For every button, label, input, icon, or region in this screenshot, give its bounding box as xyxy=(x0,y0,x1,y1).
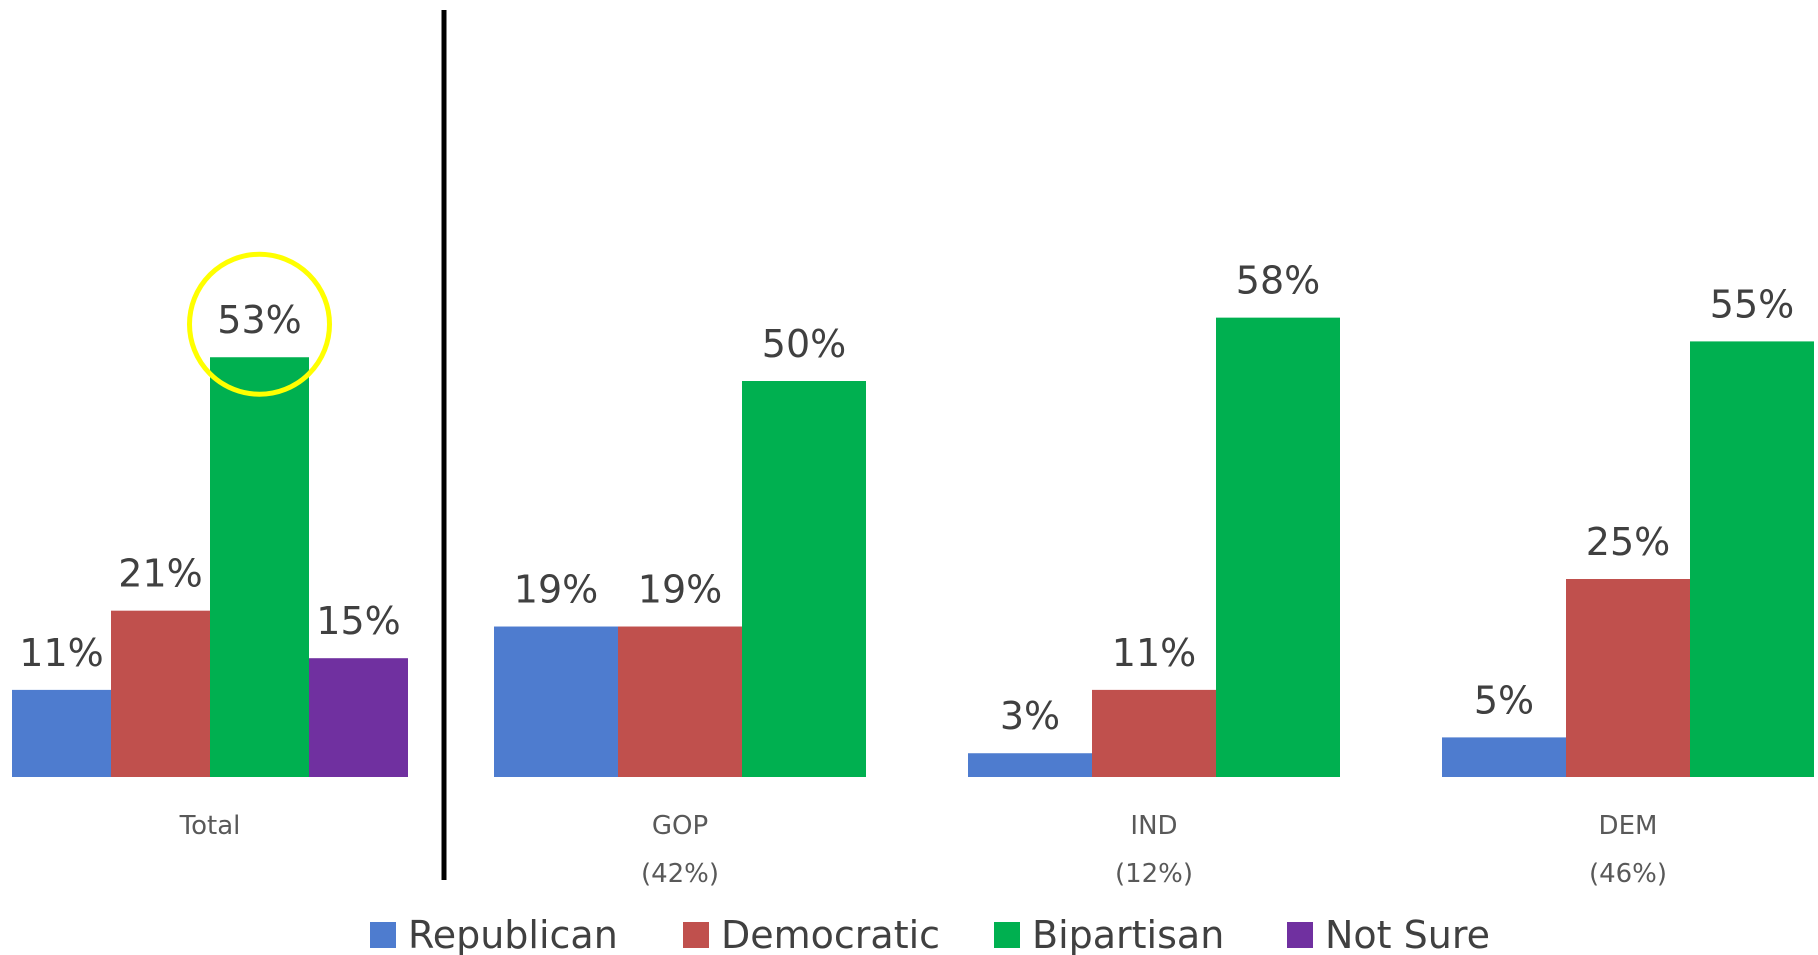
value-label-total-democratic: 21% xyxy=(118,552,202,596)
bar-ind-bipartisan xyxy=(1216,317,1340,777)
legend: Republican Democratic Bipartisan Not Sure xyxy=(370,913,1490,955)
legend-swatch-democratic xyxy=(683,922,709,948)
bar-total-not-sure xyxy=(309,658,408,777)
bar-dem-republican xyxy=(1442,737,1566,777)
value-label-dem-republican: 5% xyxy=(1474,678,1534,722)
legend-label-democratic: Democratic xyxy=(721,913,940,955)
legend-label-republican: Republican xyxy=(408,913,618,955)
category-label-total: Total xyxy=(179,811,241,841)
legend-swatch-republican xyxy=(370,922,396,948)
bar-gop-democratic xyxy=(618,626,742,777)
bar-ind-democratic xyxy=(1092,689,1216,777)
bar-dem-bipartisan xyxy=(1690,341,1814,777)
bar-dem-democratic xyxy=(1566,579,1690,777)
value-label-ind-democratic: 11% xyxy=(1112,631,1196,675)
category-sublabel-ind: (12%) xyxy=(1115,859,1193,889)
legend-swatch-bipartisan xyxy=(994,922,1020,948)
value-label-gop-bipartisan: 50% xyxy=(762,322,846,366)
value-labels-group: 11% 21% 53% 15% 19% 19% 50% 3% 11% 58% 5% 25% 55% xyxy=(19,259,1794,739)
value-label-total-republican: 11% xyxy=(19,631,103,675)
bar-total-democratic xyxy=(111,610,210,777)
legend-label-bipartisan: Bipartisan xyxy=(1032,913,1224,955)
bar-ind-republican xyxy=(968,753,1092,777)
category-label-ind: IND xyxy=(1130,811,1177,841)
highlight-group xyxy=(187,251,332,397)
value-label-dem-bipartisan: 55% xyxy=(1710,282,1794,326)
highlight-circle xyxy=(187,251,332,397)
category-sublabel-gop: (42%) xyxy=(641,859,719,889)
value-label-ind-bipartisan: 58% xyxy=(1236,259,1320,303)
bar-total-bipartisan xyxy=(210,357,309,777)
category-label-dem: DEM xyxy=(1599,811,1658,841)
value-label-total-bipartisan: 53% xyxy=(217,298,301,342)
category-label-gop: GOP xyxy=(652,811,708,841)
bar-gop-republican xyxy=(494,626,618,777)
category-labels-group: Total GOP (42%) IND (12%) DEM (46%) xyxy=(179,811,1667,889)
bar-gop-bipartisan xyxy=(742,381,866,777)
category-sublabel-dem: (46%) xyxy=(1589,859,1667,889)
bar-total-republican xyxy=(12,689,111,777)
bars-group xyxy=(12,317,1814,777)
value-label-gop-democratic: 19% xyxy=(638,568,722,612)
value-label-ind-republican: 3% xyxy=(1000,694,1060,738)
value-label-total-not-sure: 15% xyxy=(316,599,400,643)
value-label-dem-democratic: 25% xyxy=(1586,520,1670,564)
legend-label-not-sure: Not Sure xyxy=(1325,913,1490,955)
value-label-gop-republican: 19% xyxy=(514,568,598,612)
legend-swatch-not-sure xyxy=(1287,922,1313,948)
